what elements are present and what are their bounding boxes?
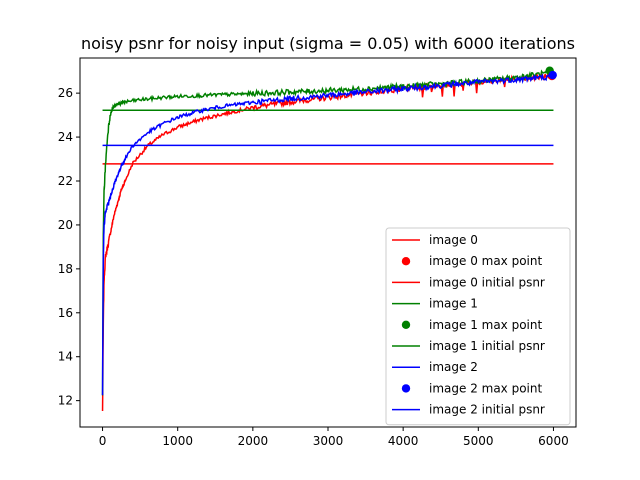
x-tick-label-2: 2000 [238,434,269,448]
plot-area [101,66,557,411]
y-tick-label-0: 12 [58,394,73,408]
legend-label-7: image 2 max point [429,381,542,395]
y-tick-label-3: 18 [58,262,73,276]
chart-title: noisy psnr for noisy input (sigma = 0.05… [81,34,575,53]
y-tick-label-6: 24 [58,130,73,144]
legend: image 0 image 0 max point image 0 initial … [385,227,571,426]
x-tick-label-6: 6000 [538,434,569,448]
legend-box [385,227,571,426]
axes: 0 1000 2000 3000 4000 5000 6000 12 14 16 18 20 22 24 2… [58,57,577,448]
legend-swatch-4 [401,320,411,329]
x-tick-label-3: 3000 [313,434,344,448]
legend-label-1: image 0 max point [429,254,542,268]
legend-label-5: image 1 initial psnr [429,339,545,353]
x-tick-label-1: 1000 [162,434,193,448]
y-tick-label-5: 22 [58,174,73,188]
max-point-2 [548,70,557,80]
legend-swatch-7 [401,384,411,393]
x-tick-label-5: 5000 [463,434,494,448]
y-tick-label-1: 14 [58,350,73,364]
legend-label-4: image 1 max point [429,318,542,332]
y-tick-label-7: 26 [58,86,73,100]
x-tick-label-0: 0 [99,434,107,448]
y-tick-label-4: 20 [58,218,73,232]
x-tick-label-4: 4000 [388,434,419,448]
series-line-1 [101,69,554,396]
legend-label-3: image 1 [429,297,478,311]
y-tick-label-2: 16 [58,306,73,320]
legend-label-2: image 0 initial psnr [429,275,545,289]
legend-label-8: image 2 initial psnr [429,403,545,417]
legend-swatch-1 [401,257,411,266]
series-line-2 [101,73,554,396]
legend-label-0: image 0 [429,233,478,247]
legend-label-6: image 2 [429,360,478,374]
